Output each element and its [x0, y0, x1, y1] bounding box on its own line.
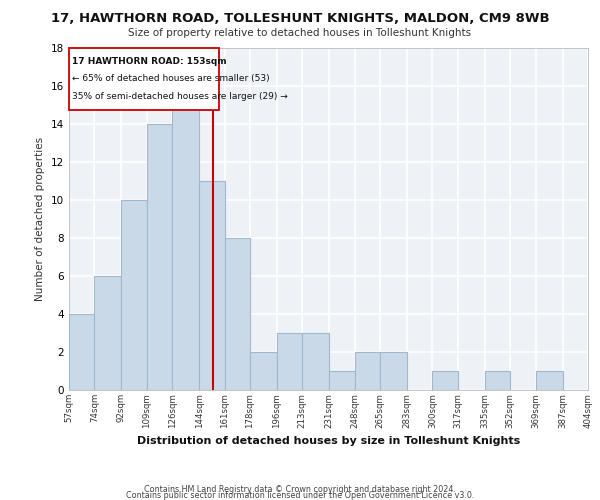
Bar [94, 276, 121, 390]
Bar [121, 200, 147, 390]
Bar [224, 238, 250, 390]
Bar [250, 352, 277, 390]
Bar [69, 314, 94, 390]
Text: ← 65% of detached houses are smaller (53): ← 65% of detached houses are smaller (53… [72, 74, 269, 84]
Bar [277, 333, 302, 390]
Text: 17, HAWTHORN ROAD, TOLLESHUNT KNIGHTS, MALDON, CM9 8WB: 17, HAWTHORN ROAD, TOLLESHUNT KNIGHTS, M… [50, 12, 550, 26]
Bar [433, 371, 458, 390]
Text: Size of property relative to detached houses in Tolleshunt Knights: Size of property relative to detached ho… [128, 28, 472, 38]
Text: Contains public sector information licensed under the Open Government Licence v3: Contains public sector information licen… [126, 490, 474, 500]
Bar [172, 104, 199, 390]
Bar [355, 352, 380, 390]
Bar [380, 352, 407, 390]
Text: 17 HAWTHORN ROAD: 153sqm: 17 HAWTHORN ROAD: 153sqm [72, 57, 227, 66]
X-axis label: Distribution of detached houses by size in Tolleshunt Knights: Distribution of detached houses by size … [137, 436, 520, 446]
Bar [199, 180, 224, 390]
Bar [69, 48, 218, 110]
Text: Contains HM Land Registry data © Crown copyright and database right 2024.: Contains HM Land Registry data © Crown c… [144, 484, 456, 494]
Bar [485, 371, 510, 390]
Bar [329, 371, 355, 390]
Y-axis label: Number of detached properties: Number of detached properties [35, 136, 46, 301]
Text: 35% of semi-detached houses are larger (29) →: 35% of semi-detached houses are larger (… [72, 92, 288, 101]
Bar [302, 333, 329, 390]
Bar [536, 371, 563, 390]
Bar [147, 124, 172, 390]
